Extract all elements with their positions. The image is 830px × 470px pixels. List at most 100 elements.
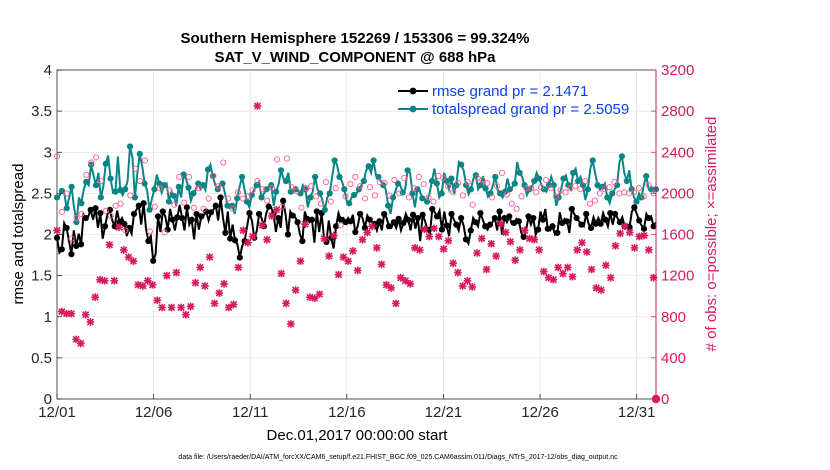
obs-possible-point — [494, 183, 501, 190]
obs-assimilated-point — [392, 299, 400, 308]
obs-assimilated-point — [439, 245, 448, 253]
totalspread-point — [156, 180, 163, 187]
obs-assimilated-point — [196, 263, 204, 272]
totalspread-point — [618, 153, 626, 160]
obs-assimilated-point — [463, 276, 472, 285]
rmse-point — [222, 229, 229, 236]
legend-totalspread-marker — [409, 105, 417, 113]
obs-assimilated-point — [134, 281, 142, 289]
obs-assimilated-glyph — [191, 279, 200, 287]
obs-assimilated-glyph — [344, 257, 352, 266]
obs-assimilated-point — [406, 280, 414, 288]
obs-possible-point — [572, 183, 579, 190]
rmse-point — [255, 210, 263, 218]
obs-possible-point — [445, 183, 452, 190]
y-right-tick-label: 3200 — [661, 62, 694, 79]
totalspread-point — [438, 190, 445, 197]
obs-assimilated-glyph — [258, 221, 267, 230]
obs-assimilated-glyph — [349, 247, 357, 255]
obs-assimilated-glyph — [291, 286, 300, 294]
obs-possible-point — [308, 183, 315, 190]
rmse-point — [458, 214, 465, 222]
obs-assimilated-glyph — [267, 212, 276, 220]
obs-assimilated-glyph — [573, 246, 582, 254]
obs-assimilated-glyph — [392, 299, 400, 308]
totalspread-point — [501, 188, 509, 195]
rmse-point — [525, 213, 532, 220]
y-right-tick-label: 2000 — [661, 185, 694, 202]
rmse-point — [381, 210, 388, 218]
y-left-tick-label: 1.5 — [31, 268, 52, 285]
totalspread-point — [199, 182, 207, 189]
rmse-point — [496, 208, 503, 215]
totalspread-point — [599, 183, 606, 190]
rmse-point — [265, 203, 272, 210]
series-rmse — [53, 194, 657, 264]
rmse-point — [87, 206, 94, 213]
rmse-point — [607, 210, 614, 217]
obs-assimilated-glyph — [115, 223, 123, 232]
obs-possible-point — [567, 185, 574, 192]
obs-assimilated-point — [272, 206, 281, 214]
obs-assimilated-glyph — [444, 236, 453, 245]
obs-assimilated-point — [306, 293, 314, 302]
obs-possible-point — [269, 185, 276, 192]
totalspread-point — [385, 202, 392, 209]
obs-assimilated-glyph — [554, 263, 562, 272]
obs-assimilated-glyph — [396, 273, 405, 282]
y-right-tick-label: 1200 — [661, 268, 694, 285]
y-right-tick-label: 2800 — [661, 103, 694, 120]
obs-possible-point — [362, 195, 369, 202]
y-left-tick-label: 0.5 — [31, 350, 52, 367]
obs-assimilated-glyph — [439, 245, 448, 253]
obs-assimilated-point — [177, 303, 185, 312]
obs-assimilated-point — [186, 302, 195, 311]
obs-possible-point — [132, 165, 139, 172]
obs-assimilated-glyph — [501, 228, 510, 237]
obs-assimilated-point — [320, 234, 329, 243]
totalspread-point — [87, 161, 95, 168]
totalspread-point — [170, 192, 177, 199]
obs-assimilated-glyph — [201, 282, 209, 290]
rmse-point — [482, 223, 489, 230]
rmse-point — [559, 219, 566, 227]
obs-assimilated-glyph — [420, 225, 429, 234]
rmse-point — [549, 223, 556, 230]
data-file-footer: data file: /Users/raeder/DAI/ATM_forcXX/… — [178, 454, 618, 461]
rmse-point — [332, 223, 340, 230]
obs-assimilated-glyph — [57, 307, 66, 316]
obs-assimilated-point — [162, 271, 171, 280]
rmse-point — [612, 210, 619, 218]
obs-assimilated-point — [330, 231, 338, 240]
y-left-tick-label: 2.5 — [31, 185, 52, 202]
obs-possible-point — [410, 185, 418, 192]
obs-assimilated-glyph — [315, 290, 324, 298]
obs-assimilated-point — [91, 293, 99, 302]
obs-assimilated-point — [215, 289, 224, 297]
obs-assimilated-point — [67, 309, 76, 318]
totalspread-point — [365, 163, 372, 170]
obs-assimilated-glyph — [454, 268, 462, 277]
obs-assimilated-point — [396, 273, 405, 282]
obs-assimilated-glyph — [492, 252, 500, 260]
totalspread-point — [331, 157, 338, 164]
obs-assimilated-point — [640, 231, 648, 240]
obs-assimilated-glyph — [139, 282, 147, 290]
obs-assimilated-glyph — [635, 232, 644, 241]
obs-possible-point — [97, 177, 105, 185]
obs-possible-point — [63, 190, 70, 197]
totalspread-point — [63, 205, 70, 212]
totalspread-point — [58, 187, 65, 195]
obs-assimilated-point — [444, 236, 453, 245]
obs-possible-point — [342, 193, 349, 200]
rmse-point — [227, 235, 234, 242]
y-right-tick-label: 2400 — [661, 144, 694, 161]
rmse-point — [174, 214, 181, 221]
totalspread-point — [117, 186, 124, 194]
obs-possible-point — [577, 186, 584, 193]
obs-assimilated-point — [296, 257, 305, 266]
totalspread-point — [458, 161, 465, 168]
obs-assimilated-point — [635, 232, 644, 241]
obs-assimilated-point — [368, 222, 376, 231]
totalspread-point — [360, 177, 367, 185]
